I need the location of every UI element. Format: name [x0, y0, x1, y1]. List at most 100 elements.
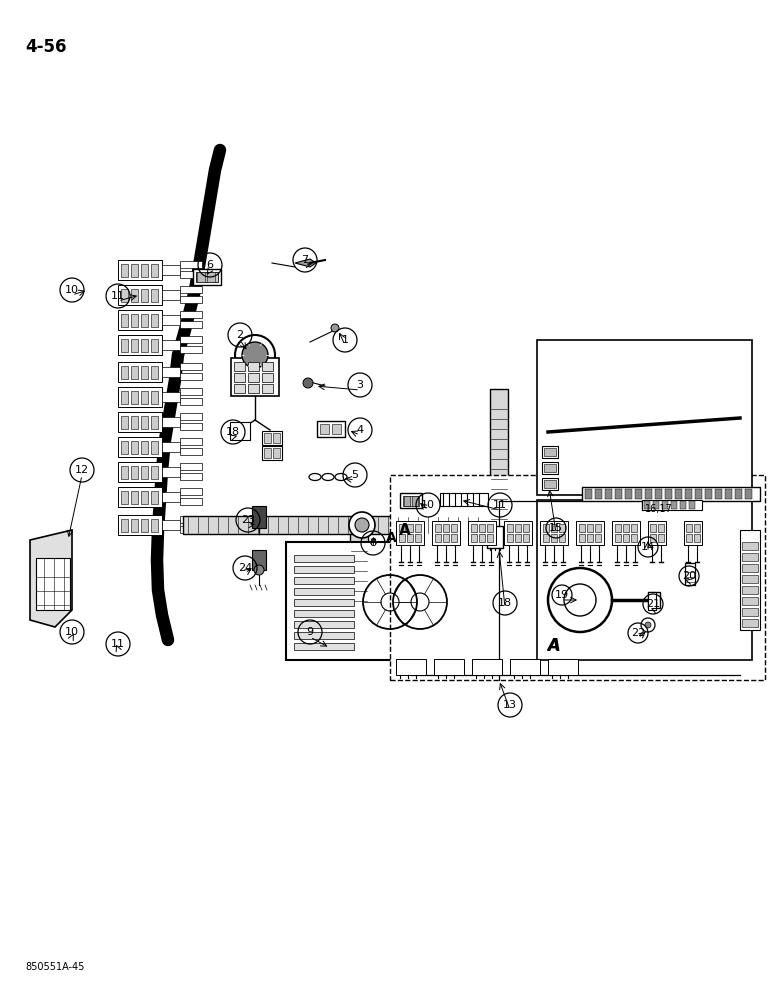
Bar — [685, 563, 695, 585]
Bar — [551, 524, 557, 532]
Bar — [262, 362, 273, 371]
Text: 11: 11 — [111, 291, 125, 301]
Circle shape — [303, 378, 313, 388]
Bar — [121, 339, 128, 352]
Bar — [655, 489, 662, 499]
Bar — [180, 423, 202, 430]
Bar — [587, 534, 593, 542]
Bar — [294, 610, 354, 617]
Bar — [551, 534, 557, 542]
Bar — [162, 392, 180, 402]
Text: 11: 11 — [111, 639, 125, 649]
Bar — [595, 489, 602, 499]
Bar — [180, 413, 202, 420]
Bar — [180, 296, 202, 303]
Bar — [705, 489, 712, 499]
Bar — [742, 597, 758, 605]
Circle shape — [641, 618, 655, 632]
Bar — [131, 466, 138, 479]
Bar — [151, 466, 158, 479]
Bar — [230, 422, 250, 440]
Bar — [680, 501, 686, 509]
Bar — [248, 384, 259, 393]
Bar — [151, 416, 158, 429]
Bar — [131, 339, 138, 352]
Bar — [180, 311, 202, 318]
Bar — [317, 421, 345, 437]
Bar — [262, 373, 273, 382]
Bar — [118, 515, 162, 535]
Bar — [635, 489, 642, 499]
Bar — [131, 264, 138, 277]
Bar — [197, 272, 205, 282]
Bar — [648, 592, 660, 608]
Bar — [631, 524, 637, 532]
Bar — [507, 534, 513, 542]
Bar — [151, 289, 158, 302]
Bar — [542, 478, 558, 490]
Text: 20: 20 — [682, 571, 696, 581]
Bar — [658, 524, 664, 532]
Bar — [294, 566, 354, 573]
Bar — [612, 521, 640, 545]
Bar — [121, 366, 128, 379]
Bar — [332, 424, 341, 434]
Circle shape — [254, 565, 264, 575]
Bar — [141, 264, 148, 277]
Bar — [141, 519, 148, 532]
Bar — [576, 521, 604, 545]
Text: 14: 14 — [641, 542, 655, 552]
Bar — [121, 491, 128, 504]
Bar — [623, 524, 629, 532]
Bar — [180, 526, 202, 533]
Bar — [234, 362, 245, 371]
Bar — [523, 524, 529, 532]
Bar — [515, 524, 521, 532]
Bar — [543, 524, 549, 532]
Bar — [350, 534, 368, 605]
Bar — [742, 586, 758, 594]
Bar — [742, 608, 758, 616]
Bar — [650, 534, 656, 542]
Bar — [151, 339, 158, 352]
Bar — [548, 659, 578, 675]
Bar — [118, 487, 162, 507]
Bar — [121, 416, 128, 429]
Bar — [131, 314, 138, 327]
Bar — [180, 286, 202, 293]
Bar — [742, 575, 758, 583]
Bar — [595, 534, 601, 542]
Bar — [631, 534, 637, 542]
Bar — [121, 441, 128, 454]
Bar — [180, 363, 202, 370]
Bar — [118, 310, 162, 330]
Text: 850551A-45: 850551A-45 — [25, 962, 84, 972]
Bar — [434, 659, 464, 675]
Bar — [399, 524, 405, 532]
Bar — [653, 501, 659, 509]
Bar — [443, 524, 449, 532]
Bar — [742, 564, 758, 572]
Bar — [180, 388, 202, 395]
Bar — [715, 489, 722, 499]
Bar — [131, 441, 138, 454]
Bar — [472, 659, 502, 675]
Bar — [273, 448, 280, 458]
Bar — [294, 588, 354, 595]
Bar — [725, 489, 732, 499]
Bar — [180, 473, 202, 480]
Text: 18: 18 — [226, 427, 240, 437]
Bar — [180, 398, 202, 405]
Text: 24: 24 — [238, 563, 252, 573]
Bar — [141, 391, 148, 404]
Bar — [121, 289, 128, 302]
Bar — [471, 534, 477, 542]
Bar — [412, 496, 418, 506]
Bar — [131, 491, 138, 504]
Bar — [650, 524, 656, 532]
Text: 2: 2 — [236, 330, 243, 340]
Bar — [403, 496, 419, 506]
Bar — [645, 489, 652, 499]
Bar — [451, 524, 457, 532]
Bar — [400, 493, 422, 508]
